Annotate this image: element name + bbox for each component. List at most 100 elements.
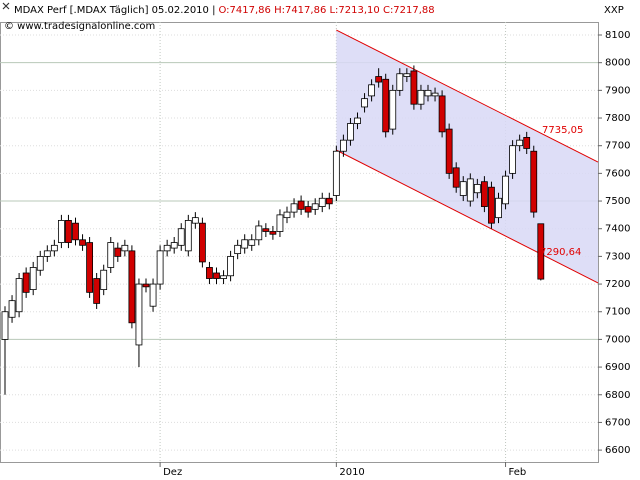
candle-body [452,167,460,188]
candle-body [304,206,312,213]
candle-body [473,184,481,194]
title: MDAX Perf [.MDAX Täglich] 05.02.2010 | [14,5,215,16]
candle-body [107,242,115,268]
candle-body [417,89,425,105]
candle-body [354,117,361,124]
candle-body [29,267,37,290]
candle-body [135,283,143,346]
candle-body [530,150,538,213]
candle-body [480,181,488,207]
candle-body [114,247,122,257]
candle-body [79,239,86,246]
y-tick-label: 7400 [605,224,630,235]
candle-body [198,222,206,263]
candle-body [347,123,354,141]
candle-body [523,136,531,149]
candle-body [58,220,65,243]
candle-body [438,95,446,133]
candle-body [15,278,23,313]
candle-body [8,300,16,318]
channel-area [336,30,598,283]
y-tick-label: 7200 [605,279,630,290]
y-tick-label: 7100 [605,307,630,318]
candle-body [65,220,72,243]
y-tick-label: 7800 [605,113,630,124]
candle-body [516,139,524,147]
candle-body [361,98,368,108]
candle-body [424,89,432,97]
y-tick-label: 7000 [605,334,630,345]
candle-body [234,244,242,255]
candle-body [403,73,411,77]
y-tick-label: 7600 [605,168,630,179]
candle-body [1,311,9,340]
y-tick-label: 7700 [605,141,630,152]
candle-body [36,255,44,271]
y-tick-label: 7300 [605,251,630,262]
candle-body [396,73,404,91]
candle-body [177,228,185,246]
candle-body [502,175,509,205]
y-tick-label: 6700 [605,417,630,428]
channel-label: 7290,64 [540,247,581,258]
candle-body [72,222,79,241]
plot-area [0,22,599,463]
candle-body [389,89,397,130]
channel-upper [336,29,599,163]
candle-body [50,244,58,252]
y-tick-label: 7500 [605,196,630,207]
candle-body [269,231,277,235]
candle-body [149,283,157,307]
candle-body [100,269,108,290]
candle-body [297,200,305,210]
candle-body [509,145,517,174]
candle-body [445,128,453,174]
y-axis-label: XXP [604,5,624,16]
candle-body [128,250,136,324]
candle-body [375,76,383,83]
candle-body [156,250,164,285]
subtitle: © www.tradesignalonline.com [4,21,155,32]
candle-body [255,225,263,241]
y-tick-label: 6800 [605,390,630,401]
icon [2,2,10,10]
candle-body [325,197,333,205]
y-tick-label: 6900 [605,362,630,373]
candle-body [191,217,199,224]
candle-body [495,197,502,219]
y-tick-label: 7900 [605,85,630,96]
candle-body [311,203,319,210]
candle-body [93,278,101,304]
candle-body [86,242,93,293]
candle-body [184,220,192,252]
y-tick-label: 8000 [605,58,630,69]
candle-body [537,223,545,280]
candle-body [318,197,326,207]
candle-body [22,272,30,293]
candle-body [339,139,347,152]
candle-body [459,181,467,196]
candle-body [466,178,474,202]
candle-body [382,78,390,133]
x-tick-label: Dez [163,467,182,478]
chart-title: MDAX Perf [.MDAX Täglich] 05.02.2010 | O:… [14,5,435,16]
candle-body [170,242,178,249]
candle-body [488,186,495,224]
candle-body [220,275,227,279]
candle-body [410,70,418,105]
y-tick-label: 8100 [605,30,630,41]
candle-body [121,244,129,252]
x-tick-label: 2010 [339,467,364,478]
candle-body [206,267,213,279]
candle-body [332,150,340,196]
candle-body [163,244,171,252]
candle-body [283,211,291,219]
candle-body [248,239,256,246]
channel-label: 7735,05 [542,125,583,136]
candle-body [431,92,439,97]
channel-lower [336,149,599,284]
candle-body [262,228,270,232]
candle-body [43,250,51,257]
candle-body [368,84,376,97]
